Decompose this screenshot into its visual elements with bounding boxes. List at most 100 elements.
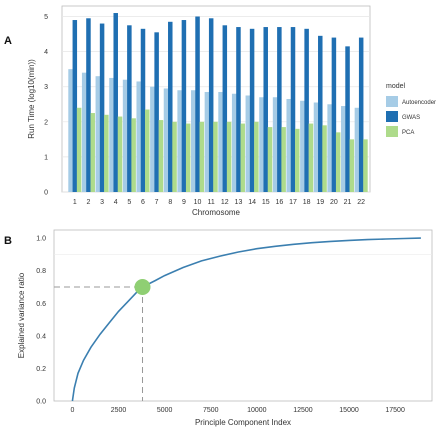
bar-pca-22: [363, 139, 368, 192]
x-axis-label-a: Chromosome: [192, 208, 241, 217]
bar-gwas-18: [304, 28, 309, 192]
x-tick-label-a: 19: [316, 199, 324, 206]
legend-swatch-autoencoder: [386, 96, 398, 107]
bar-pca-19: [322, 125, 327, 192]
x-tick-label-b: 17500: [385, 407, 405, 414]
bar-pca-10: [199, 121, 205, 192]
bar-gwas-2: [86, 18, 91, 192]
x-axis-label-b: Principle Component Index: [195, 418, 291, 427]
bar-gwas-4: [113, 13, 118, 193]
legend-label-autoencoder: Autoencoder: [402, 100, 436, 106]
y-tick-label-a: 5: [44, 14, 48, 21]
x-tick-label-a: 13: [235, 199, 243, 206]
bar-autoencoder-18: [300, 100, 305, 192]
legend-title: model: [386, 83, 406, 90]
bar-gwas-22: [358, 37, 364, 193]
x-tick-label-a: 8: [168, 199, 172, 206]
bar-pca-4: [117, 116, 123, 192]
x-tick-label-a: 22: [357, 199, 365, 206]
x-tick-label-a: 21: [344, 199, 352, 206]
x-tick-label-a: 17: [289, 199, 297, 206]
y-axis-label-a: Run Time (log10(min)): [27, 59, 36, 139]
bar-autoencoder-13: [231, 93, 237, 192]
x-tick-label-a: 5: [127, 199, 131, 206]
y-tick-label-b: 0.4: [36, 333, 46, 340]
bar-autoencoder-4: [109, 77, 114, 192]
x-tick-label-b: 7500: [203, 407, 219, 414]
x-tick-label-a: 3: [100, 199, 104, 206]
y-tick-label-b: 1.0: [36, 236, 46, 243]
bar-pca-18: [308, 123, 314, 192]
bar-gwas-17: [290, 27, 296, 192]
legend-swatch-pca: [386, 126, 398, 137]
bar-autoencoder-11: [204, 91, 210, 192]
x-tick-label-b: 5000: [157, 407, 173, 414]
x-tick-label-a: 15: [262, 199, 270, 206]
y-tick-label-a: 1: [44, 154, 48, 161]
y-tick-label-b: 0.0: [36, 399, 46, 406]
x-tick-label-b: 12500: [293, 407, 313, 414]
x-tick-label-a: 20: [330, 199, 338, 206]
panel-a-label: A: [4, 35, 12, 47]
y-tick-label-a: 3: [44, 84, 48, 91]
bar-pca-13: [240, 123, 245, 192]
legend-swatch-gwas: [386, 111, 398, 122]
bar-pca-5: [131, 118, 136, 192]
bar-gwas-15: [263, 27, 268, 192]
y-tick-label-a: 0: [44, 190, 48, 197]
legend-label-gwas: GWAS: [402, 115, 420, 121]
x-tick-label-b: 0: [70, 407, 74, 414]
bar-autoencoder-2: [81, 72, 87, 192]
bar-gwas-3: [99, 23, 105, 193]
variance-curve: [71, 237, 421, 402]
explained-variance-line-chart: 0.0 0.2 0.4 0.6 0.8 1.0 0 2500 5000 7500 10000 1250…: [17, 229, 433, 427]
bar-autoencoder-16: [272, 97, 278, 192]
bar-pca-21: [349, 139, 355, 192]
panel-b-label: B: [4, 235, 12, 247]
bar-gwas-9: [181, 20, 187, 192]
x-tick-label-a: 1: [73, 199, 77, 206]
bar-pca-16: [281, 127, 286, 192]
bar-autoencoder-14: [245, 95, 251, 192]
y-tick-label-a: 2: [44, 119, 48, 126]
bar-pca-3: [104, 114, 109, 192]
bar-autoencoder-15: [259, 97, 264, 192]
bar-gwas-14: [249, 28, 255, 192]
bar-gwas-7: [154, 32, 159, 192]
bar-pca-14: [254, 121, 259, 192]
bar-pca-12: [226, 121, 232, 192]
bar-pca-7: [158, 120, 164, 192]
y-axis-label-b: Explained variance ratio: [17, 272, 26, 358]
x-tick-label-a: 18: [303, 199, 311, 206]
bar-autoencoder-12: [218, 91, 223, 192]
bar-gwas-11: [208, 18, 214, 192]
x-tick-label-a: 7: [155, 199, 159, 206]
y-tick-label-b: 0.8: [36, 268, 46, 275]
x-tick-label-a: 10: [194, 199, 202, 206]
bar-pca-1: [76, 107, 82, 192]
bar-pca-11: [213, 121, 218, 192]
bar-pca-17: [295, 128, 300, 192]
bar-pca-15: [267, 127, 273, 192]
bar-autoencoder-10: [191, 90, 196, 192]
x-tick-label-a: 6: [141, 199, 145, 206]
bar-autoencoder-6: [136, 81, 141, 192]
bar-gwas-20: [331, 37, 337, 193]
x-tick-label-b: 10000: [247, 407, 267, 414]
bar-autoencoder-7: [150, 86, 155, 192]
bar-autoencoder-8: [163, 88, 169, 192]
bar-gwas-16: [277, 27, 282, 192]
bar-pca-8: [172, 121, 177, 192]
bar-gwas-1: [72, 20, 78, 192]
x-tick-label-a: 16: [275, 199, 283, 206]
x-tick-label-a: 9: [182, 199, 186, 206]
bar-autoencoder-17: [286, 99, 291, 192]
bar-pca-9: [185, 123, 191, 192]
bar-gwas-21: [345, 46, 350, 192]
bar-pca-20: [335, 132, 341, 192]
bar-autoencoder-5: [122, 79, 128, 192]
x-tick-label-a: 12: [221, 199, 229, 206]
legend-label-pca: PCA: [402, 130, 414, 136]
